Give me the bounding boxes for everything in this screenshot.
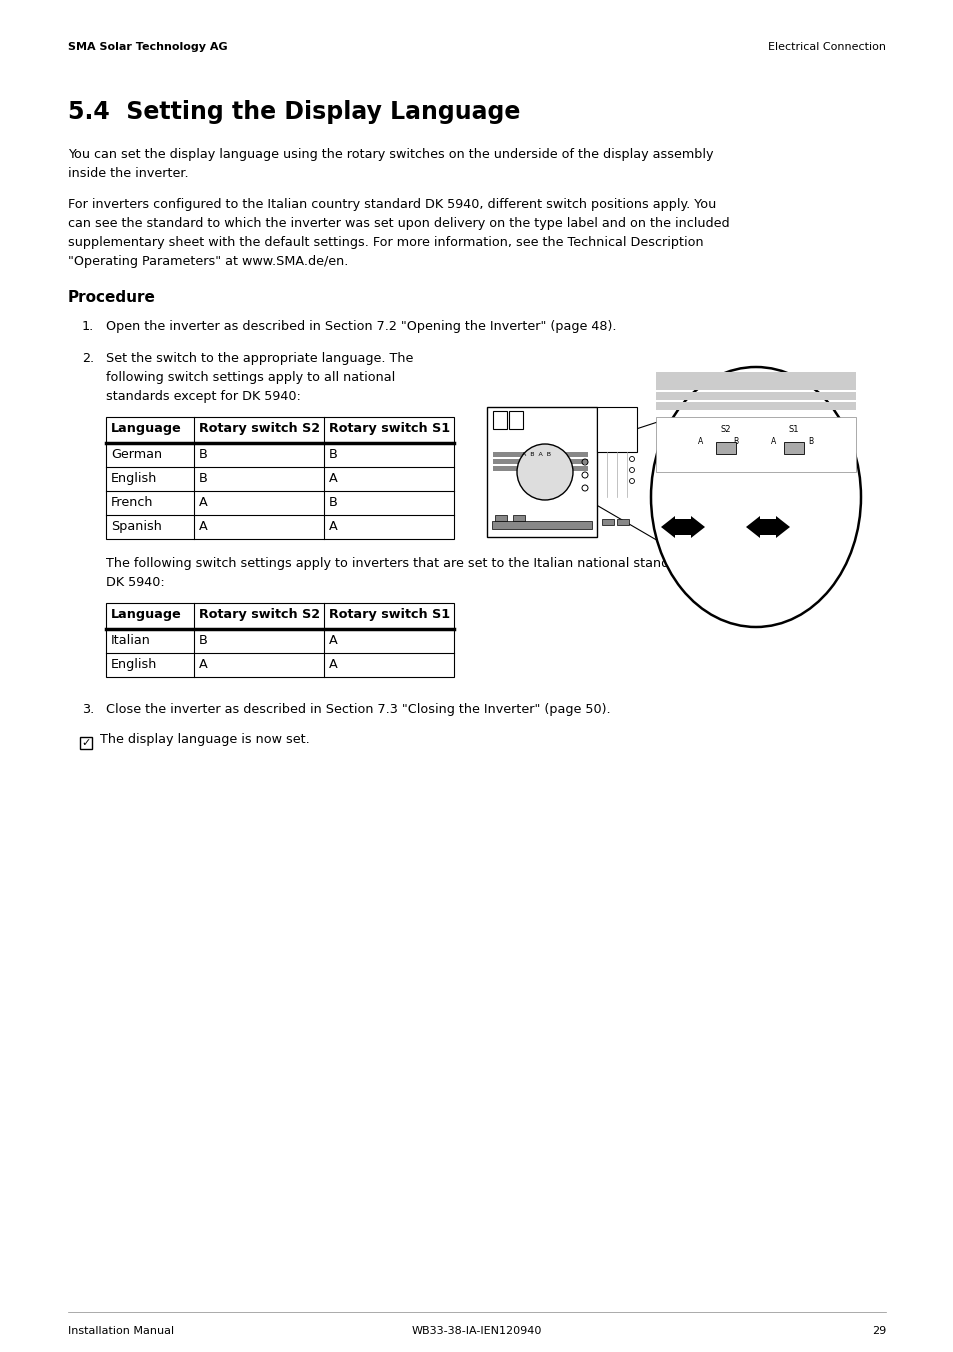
Text: following switch settings apply to all national: following switch settings apply to all n… (106, 370, 395, 384)
Text: Spanish: Spanish (111, 521, 162, 533)
Bar (493, 458, 587, 464)
Bar (509, 411, 522, 429)
Text: Rotary switch S1: Rotary switch S1 (329, 422, 450, 435)
Bar (106, 416, 454, 443)
Bar (513, 515, 524, 521)
Bar (106, 515, 454, 539)
Text: Installation Manual: Installation Manual (68, 1326, 174, 1336)
Text: B: B (199, 448, 208, 461)
Text: Close the inverter as described in Section 7.3 "Closing the Inverter" (page 50).: Close the inverter as described in Secti… (106, 703, 610, 717)
Text: inside the inverter.: inside the inverter. (68, 168, 189, 180)
Bar (106, 629, 454, 653)
Text: S1: S1 (788, 425, 799, 434)
Bar (106, 603, 454, 677)
Text: German: German (111, 448, 162, 461)
Text: French: French (111, 496, 153, 508)
Text: B: B (733, 437, 738, 446)
Text: A  B  A  B: A B A B (522, 452, 551, 457)
Text: The display language is now set.: The display language is now set. (100, 733, 310, 746)
Bar (656, 402, 855, 410)
Text: A: A (199, 496, 208, 508)
FancyArrow shape (660, 516, 690, 538)
Text: Language: Language (111, 422, 182, 435)
Bar (495, 515, 506, 521)
Text: A: A (199, 658, 208, 671)
Bar (656, 392, 855, 400)
Text: English: English (111, 472, 157, 485)
Text: B: B (329, 448, 337, 461)
Text: A: A (329, 634, 337, 648)
FancyArrow shape (675, 516, 704, 538)
Text: Procedure: Procedure (68, 289, 155, 306)
Text: DK 5940:: DK 5940: (106, 576, 165, 589)
Bar (80, 737, 91, 749)
Text: You can set the display language using the rotary switches on the underside of t: You can set the display language using t… (68, 147, 713, 161)
Text: can see the standard to which the inverter was set upon delivery on the type lab: can see the standard to which the invert… (68, 218, 729, 230)
FancyArrow shape (760, 516, 789, 538)
Bar (493, 466, 587, 470)
Bar (493, 411, 506, 429)
Text: A: A (329, 521, 337, 533)
Bar (617, 519, 628, 525)
FancyArrow shape (745, 516, 775, 538)
Text: Open the inverter as described in Section 7.2 "Opening the Inverter" (page 48).: Open the inverter as described in Sectio… (106, 320, 616, 333)
Bar (106, 416, 454, 539)
Text: B: B (329, 496, 337, 508)
Bar (106, 603, 454, 629)
Text: For inverters configured to the Italian country standard DK 5940, different swit: For inverters configured to the Italian … (68, 197, 716, 211)
Bar (106, 491, 454, 515)
Text: 29: 29 (871, 1326, 885, 1336)
Text: A: A (199, 521, 208, 533)
Text: Rotary switch S1: Rotary switch S1 (329, 608, 450, 621)
Text: A: A (329, 472, 337, 485)
Text: supplementary sheet with the default settings. For more information, see the Tec: supplementary sheet with the default set… (68, 237, 703, 249)
Ellipse shape (650, 366, 861, 627)
Text: The following switch settings apply to inverters that are set to the Italian nat: The following switch settings apply to i… (106, 557, 690, 571)
Text: A: A (329, 658, 337, 671)
Text: standards except for DK 5940:: standards except for DK 5940: (106, 389, 300, 403)
Text: Rotary switch S2: Rotary switch S2 (199, 422, 320, 435)
Text: B: B (807, 437, 813, 446)
Text: 5.4  Setting the Display Language: 5.4 Setting the Display Language (68, 100, 519, 124)
Bar (106, 443, 454, 466)
Bar (106, 653, 454, 677)
Text: WB33-38-IA-IEN120940: WB33-38-IA-IEN120940 (412, 1326, 541, 1336)
Bar (486, 407, 597, 537)
Text: "Operating Parameters" at www.SMA.de/en.: "Operating Parameters" at www.SMA.de/en. (68, 256, 348, 268)
Text: Language: Language (111, 608, 182, 621)
Text: ✓: ✓ (81, 738, 91, 748)
Circle shape (517, 443, 573, 500)
Text: Rotary switch S2: Rotary switch S2 (199, 608, 320, 621)
Text: 3.: 3. (82, 703, 94, 717)
Bar (493, 452, 587, 457)
Text: Italian: Italian (111, 634, 151, 648)
Text: English: English (111, 658, 157, 671)
Text: S2: S2 (720, 425, 731, 434)
Bar (601, 519, 614, 525)
Bar (492, 521, 592, 529)
Bar (106, 466, 454, 491)
Bar (656, 416, 855, 472)
Text: 2.: 2. (82, 352, 94, 365)
Text: A: A (698, 437, 703, 446)
Text: B: B (199, 472, 208, 485)
Text: Set the switch to the appropriate language. The: Set the switch to the appropriate langua… (106, 352, 413, 365)
Text: 1.: 1. (82, 320, 94, 333)
Text: B: B (199, 634, 208, 648)
Text: A: A (771, 437, 776, 446)
Bar (783, 442, 803, 454)
Bar (716, 442, 735, 454)
Text: SMA Solar Technology AG: SMA Solar Technology AG (68, 42, 228, 51)
Text: Electrical Connection: Electrical Connection (767, 42, 885, 51)
Bar (597, 407, 637, 452)
Bar (656, 372, 855, 389)
